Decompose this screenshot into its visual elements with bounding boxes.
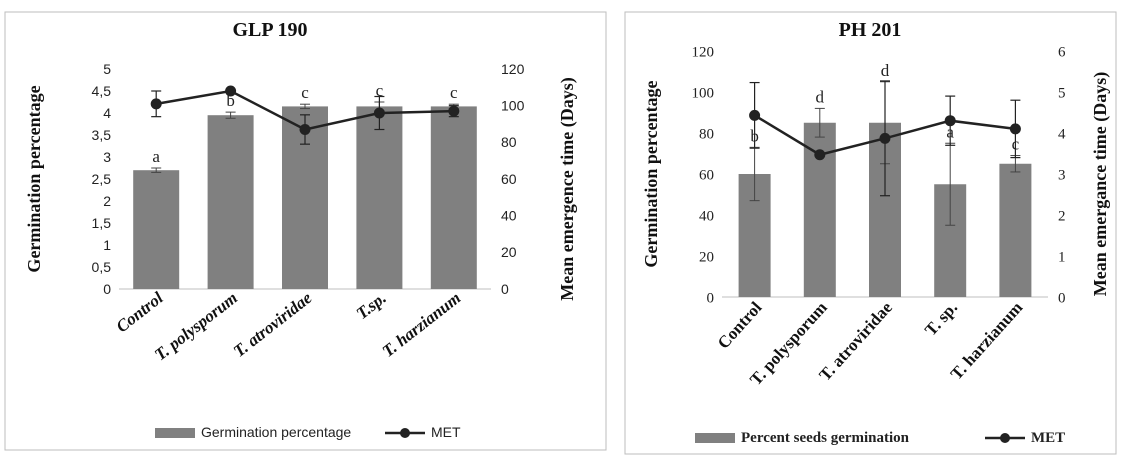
y-tick-label: 2	[103, 193, 111, 209]
y2-tick-label: 4	[1058, 126, 1066, 142]
y-tick-label: 80	[699, 126, 714, 142]
legend-label-line: MET	[1031, 430, 1065, 446]
significance-label: b	[226, 91, 235, 110]
y2-axis-title: Mean emergence time (Days)	[557, 77, 578, 300]
legend-swatch-marker	[400, 428, 410, 438]
legend-label-bar: Percent seeds germination	[741, 430, 910, 446]
y2-tick-label: 0	[501, 281, 509, 297]
y-tick-label: 2,5	[92, 171, 112, 187]
y-tick-label: 1,5	[92, 215, 112, 231]
chart-panel-1: GLP 190 0 0,5 1 1,5 2 2,5 3 3,5 4 4,5 5 0 20 40 60 80 100…	[4, 11, 607, 451]
bar-4	[356, 106, 403, 290]
met-point-2	[814, 149, 826, 161]
y-tick-label: 20	[699, 249, 714, 265]
bar-5	[999, 163, 1032, 297]
y-tick-label: 3	[103, 149, 111, 165]
legend-swatch-marker	[1000, 433, 1010, 443]
chart-title: GLP 190	[232, 19, 307, 41]
y2-tick-label: 6	[1058, 44, 1066, 60]
y2-tick-label: 80	[501, 134, 517, 150]
chart-panel-2: PH 201 0 20 40 60 80 100 120 0 1 2 3 4 5 6 Germination …	[624, 11, 1117, 455]
y-tick-label: 120	[692, 44, 715, 60]
legend-swatch-bar	[155, 428, 195, 438]
y-tick-label: 100	[692, 85, 715, 101]
met-point-1	[749, 109, 761, 121]
met-point-2	[225, 85, 237, 97]
y-tick-label: 4	[103, 105, 111, 121]
significance-label: d	[816, 87, 825, 106]
bar-2	[207, 115, 254, 289]
bar-1	[133, 170, 180, 289]
significance-label: c	[376, 81, 384, 100]
y-tick-label: 0	[707, 290, 715, 306]
y-tick-label: 0	[103, 281, 111, 297]
legend-label-bar: Germination percentage	[201, 424, 351, 440]
met-point-5	[1009, 123, 1021, 135]
y-tick-label: 4,5	[92, 83, 112, 99]
y2-tick-label: 5	[1058, 85, 1066, 101]
met-point-1	[150, 98, 162, 110]
chart-title: PH 201	[839, 19, 902, 41]
significance-label: d	[881, 61, 890, 80]
y2-tick-label: 120	[501, 61, 525, 77]
met-point-3	[879, 132, 891, 144]
y-axis-title: Germination percentage	[641, 80, 661, 267]
y2-tick-label: 100	[501, 98, 525, 114]
significance-label: a	[152, 147, 160, 166]
legend-swatch-bar	[695, 433, 735, 443]
y2-tick-label: 40	[501, 208, 517, 224]
y-tick-label: 1	[103, 237, 111, 253]
significance-label: c	[301, 83, 309, 102]
legend-label-line: MET	[431, 424, 461, 440]
y2-tick-label: 60	[501, 171, 517, 187]
y2-axis-title: Mean emergance time (Days)	[1090, 72, 1111, 296]
y-tick-label: 5	[103, 61, 111, 77]
y-tick-label: 40	[699, 208, 714, 224]
y-tick-label: 3,5	[92, 127, 112, 143]
bar-5	[430, 106, 477, 290]
met-point-5	[448, 105, 460, 117]
y2-tick-label: 3	[1058, 167, 1066, 183]
met-point-4	[944, 115, 956, 127]
met-point-4	[373, 107, 385, 119]
y2-tick-label: 2	[1058, 208, 1066, 224]
y-tick-label: 60	[699, 167, 714, 183]
met-point-3	[299, 124, 311, 135]
y-axis-title: Germination percentage	[24, 85, 44, 272]
y2-tick-label: 0	[1058, 290, 1066, 306]
y2-tick-label: 20	[501, 244, 517, 260]
significance-label: c	[450, 83, 458, 102]
y2-tick-label: 1	[1058, 249, 1066, 265]
y-tick-label: 0,5	[92, 259, 112, 275]
